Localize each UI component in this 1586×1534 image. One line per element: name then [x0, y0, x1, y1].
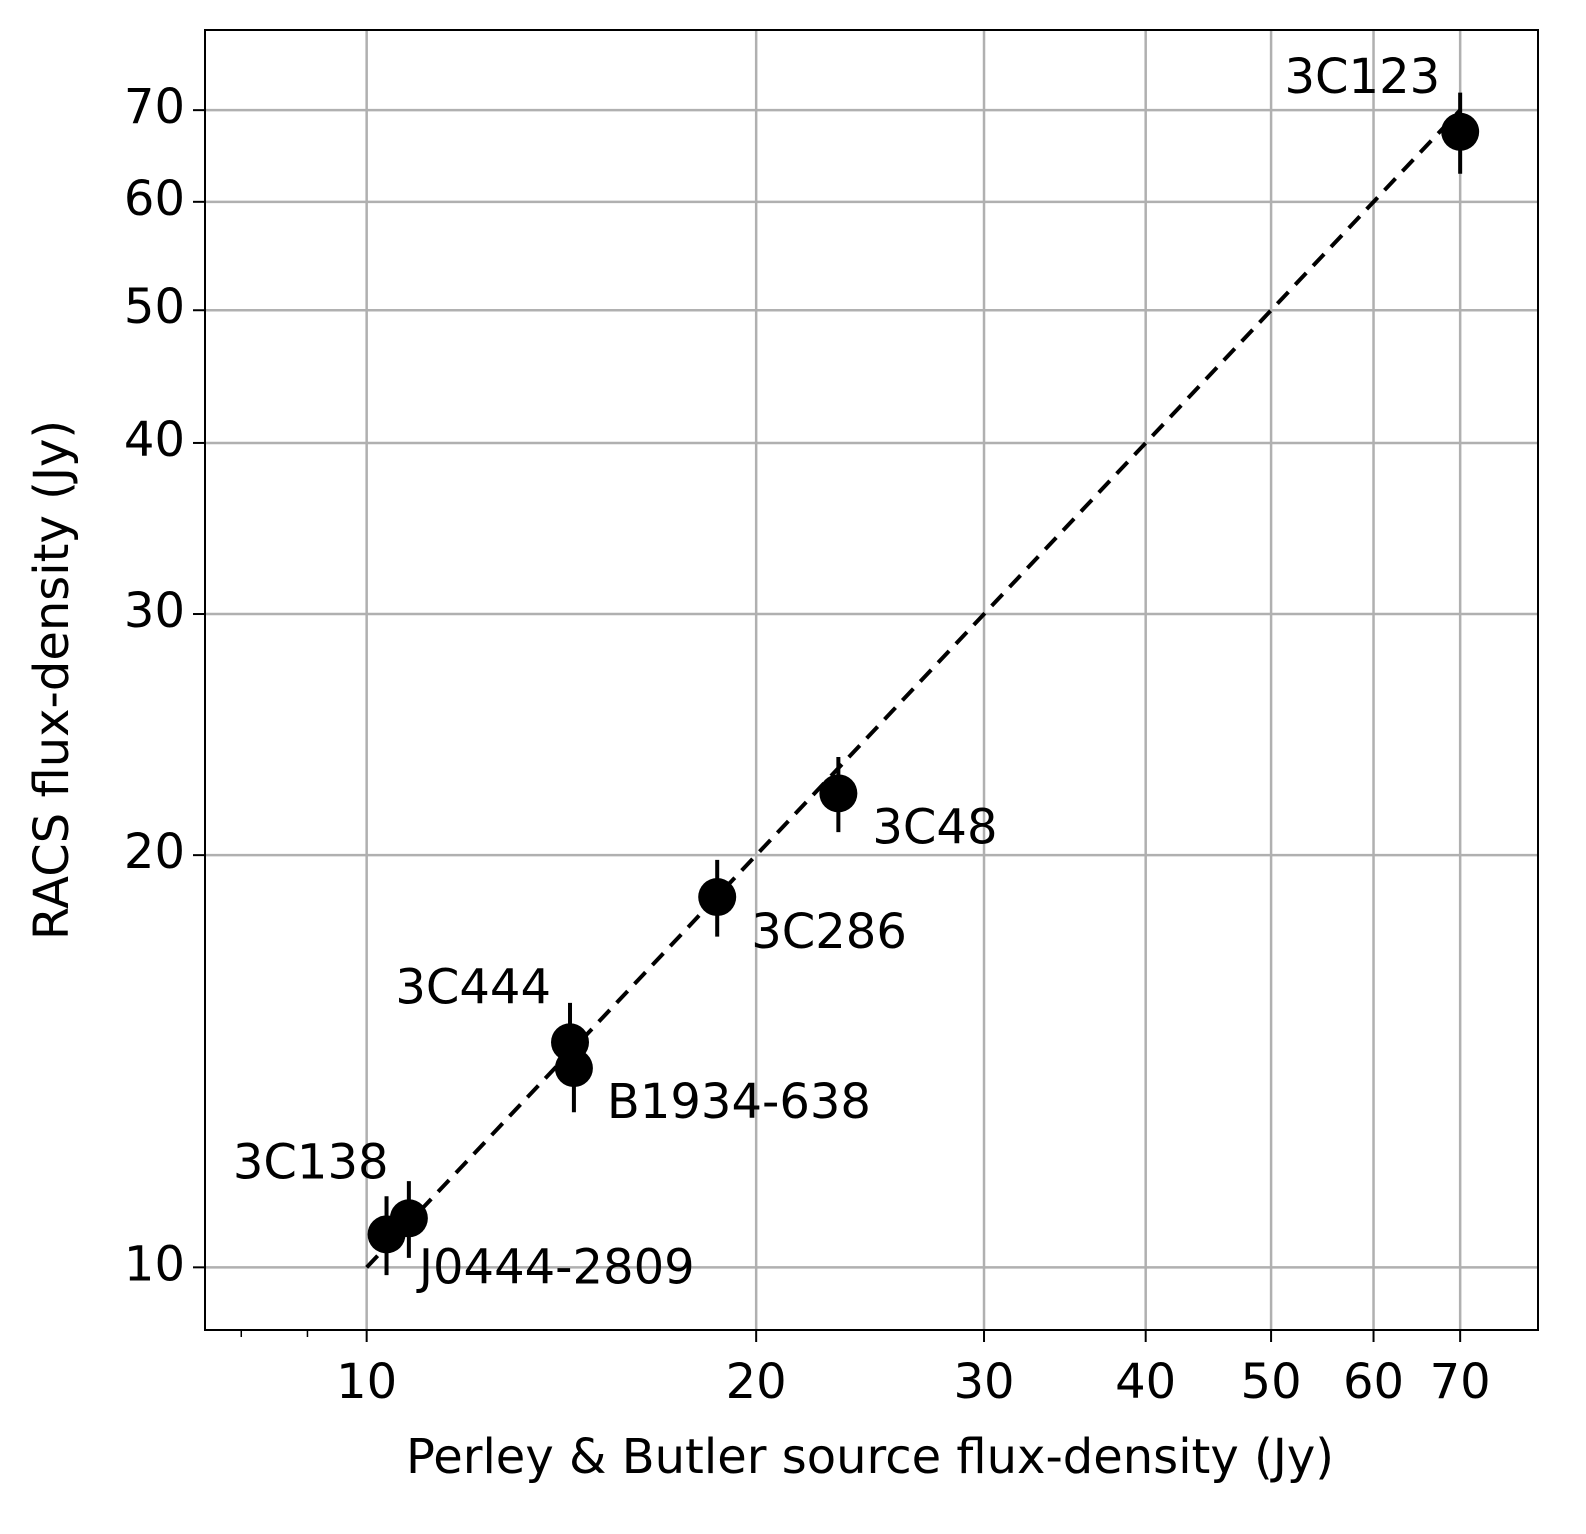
plot-frame: [204, 29, 1539, 1331]
point: [698, 878, 737, 917]
y-tick-label: 50: [124, 279, 185, 335]
point-label: 3C286: [751, 904, 907, 960]
point-label: 3C138: [233, 1134, 389, 1190]
point-label: B1934-638: [607, 1074, 871, 1130]
x-tick-label: 40: [1115, 1354, 1176, 1410]
x-axis-label: Perley & Butler source flux-density (Jy): [406, 1429, 1334, 1485]
y-tick-label: 60: [124, 171, 185, 227]
x-tick-label: 20: [726, 1354, 787, 1410]
y-tick-label: 30: [124, 583, 185, 639]
point: [819, 774, 858, 813]
point-label: 3C48: [872, 799, 997, 855]
point: [1441, 112, 1480, 151]
x-tick-label: 10: [336, 1354, 397, 1410]
x-tick-label: 70: [1430, 1354, 1491, 1410]
point: [389, 1199, 428, 1238]
reference-line: [365, 108, 1462, 1269]
y-tick-label: 40: [124, 412, 185, 468]
x-tick-label: 60: [1343, 1354, 1404, 1410]
y-tick-label: 70: [124, 79, 185, 135]
x-tick-label: 50: [1241, 1354, 1302, 1410]
y-tick-label: 10: [124, 1236, 185, 1292]
point-label: J0444-2809: [416, 1239, 695, 1295]
point-label: 3C123: [1284, 49, 1440, 105]
x-tick-label: 30: [953, 1354, 1014, 1410]
y-axis-label: RACS flux-density (Jy): [24, 420, 80, 940]
point: [554, 1049, 593, 1088]
y-tick-label: 20: [124, 824, 185, 880]
point-label: 3C444: [395, 959, 551, 1015]
